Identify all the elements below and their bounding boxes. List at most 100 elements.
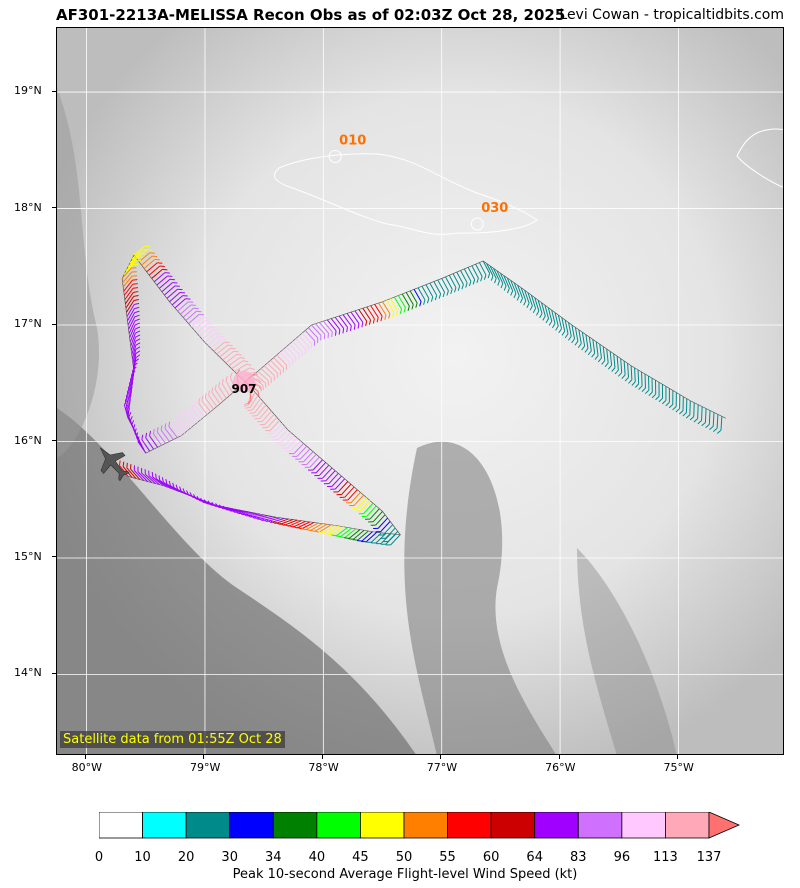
- wind-barb: [354, 310, 364, 323]
- wind-barb: [264, 413, 275, 425]
- colorbar-tick-label: 64: [526, 850, 543, 865]
- wind-barb: [148, 475, 160, 486]
- wind-barb-flag: [137, 436, 140, 442]
- wind-barb: [370, 305, 379, 318]
- wind-barb: [365, 531, 377, 543]
- colorbar-tick-label: 96: [613, 850, 631, 865]
- wind-barb-flag: [133, 298, 139, 301]
- wind-barb-flag: [516, 295, 520, 301]
- wind-barb-flag: [200, 497, 204, 503]
- wind-barb-flag: [246, 513, 251, 518]
- wind-barb: [256, 404, 267, 416]
- wind-barb: [129, 324, 136, 338]
- wind-barb: [720, 416, 723, 431]
- wind-barb: [574, 327, 579, 342]
- wind-barb: [257, 370, 269, 381]
- wind-barb-flag: [135, 330, 141, 334]
- wind-barb-flag: [716, 429, 722, 434]
- wind-barb: [304, 330, 316, 342]
- wind-barb: [211, 392, 221, 405]
- wind-barb-flag: [132, 366, 137, 371]
- wind-barb-flag: [651, 393, 657, 399]
- colorbar: [99, 812, 743, 842]
- wind-barb-flag: [188, 406, 191, 412]
- wind-barb: [228, 357, 241, 367]
- wind-barb-flag: [529, 305, 533, 311]
- wind-barb: [149, 435, 159, 448]
- wind-barb-flag: [168, 421, 171, 427]
- wind-barb-flag: [247, 399, 252, 405]
- lat-tick-label: 19°N: [14, 84, 42, 98]
- wind-barb: [599, 344, 602, 359]
- wind-barb-flag: [662, 399, 667, 405]
- wind-barb-flag: [346, 327, 348, 333]
- wind-barb-flag: [407, 305, 410, 311]
- wind-barb: [193, 320, 205, 331]
- dark-cloud-band: [404, 441, 556, 754]
- wind-barb-flag: [135, 334, 141, 338]
- wind-barb-flag: [129, 378, 134, 384]
- wind-barb-flag: [178, 414, 181, 420]
- wind-barb-flag: [133, 295, 139, 297]
- wind-barb: [263, 365, 275, 376]
- wind-barb-flag: [155, 473, 157, 479]
- wind-barb: [218, 386, 227, 399]
- wind-barb: [503, 275, 510, 289]
- wind-barb: [284, 434, 295, 446]
- wind-barb: [369, 508, 380, 520]
- wind-barb-flag: [450, 288, 453, 295]
- wind-barb-flag: [131, 370, 136, 375]
- wind-barb: [153, 433, 162, 446]
- wind-barb: [159, 480, 172, 490]
- wind-barb-flag: [147, 248, 153, 251]
- wind-barb: [571, 324, 576, 339]
- wind-barb: [337, 481, 349, 493]
- wind-barb-flag: [243, 402, 249, 406]
- wind-barb: [222, 350, 234, 361]
- wind-barb: [282, 349, 294, 360]
- wind-barb: [143, 259, 156, 269]
- colorbar-cell: [99, 812, 143, 839]
- wind-barb-flag: [186, 490, 189, 496]
- wind-barb: [513, 282, 520, 297]
- plane-icon: [99, 447, 130, 482]
- wind-barb: [125, 260, 137, 272]
- wind-barb: [254, 401, 264, 414]
- wind-barb-flag: [249, 367, 255, 370]
- wind-barb-flag: [453, 287, 457, 293]
- wind-barb-flag: [253, 516, 259, 520]
- wind-barb-flag: [618, 372, 623, 377]
- wind-barb-flag: [357, 323, 360, 329]
- wind-barb: [259, 407, 270, 419]
- wind-barb: [385, 527, 396, 539]
- wind-barb: [478, 262, 487, 276]
- wind-barb-flag: [134, 318, 140, 322]
- wind-barb-flag: [403, 307, 406, 313]
- wind-barb-flag: [682, 412, 687, 417]
- wind-barb: [201, 400, 211, 413]
- wind-barb-flag: [203, 499, 208, 504]
- wind-barb: [185, 310, 197, 321]
- wind-barb: [460, 270, 468, 284]
- wind-barb: [554, 312, 559, 327]
- wind-barb-flag: [342, 328, 345, 334]
- wind-barb: [537, 299, 543, 314]
- wind-barb-flag: [134, 310, 140, 314]
- wind-barb-flag: [601, 360, 606, 365]
- wind-barb: [330, 318, 341, 330]
- wind-barb: [433, 281, 442, 295]
- wind-barb: [260, 368, 272, 379]
- wind-barb-flag: [335, 535, 341, 538]
- wind-barb: [356, 497, 368, 509]
- wind-barb: [417, 287, 426, 301]
- wind-barb: [198, 403, 208, 415]
- wind-barb-flag: [419, 301, 422, 307]
- lon-tick-mark: [321, 755, 323, 759]
- wind-barb: [338, 315, 348, 328]
- wind-barb-flag: [693, 418, 698, 423]
- lon-tick-mark: [85, 755, 87, 759]
- map-panel[interactable]: 010 030 907: [56, 27, 784, 755]
- wind-barb-flag: [134, 358, 140, 363]
- wind-barb-flag: [288, 524, 294, 528]
- wind-barb-flag: [349, 325, 352, 332]
